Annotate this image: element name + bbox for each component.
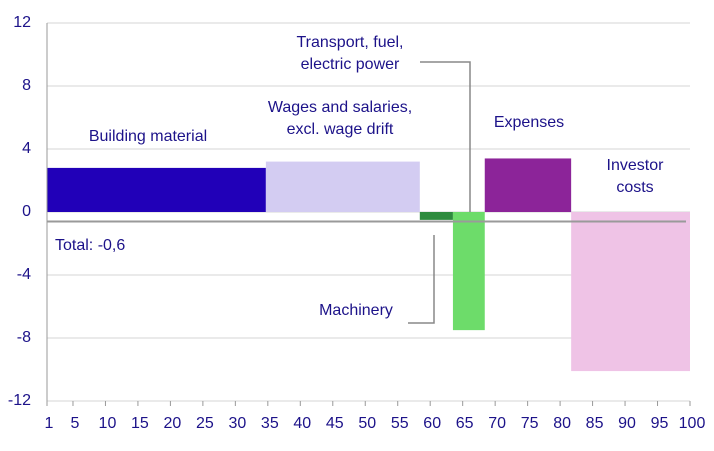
y-tick-label: -4 — [17, 266, 31, 283]
bar — [47, 167, 266, 212]
x-tick-label: 55 — [391, 415, 409, 432]
y-tick-label: 8 — [22, 77, 31, 94]
x-tick-label: 65 — [456, 415, 474, 432]
category-label: costs — [616, 179, 653, 196]
category-label: electric power — [301, 56, 400, 73]
x-tick-label: 95 — [651, 415, 669, 432]
x-tick-label: 100 — [679, 415, 706, 432]
bar — [571, 212, 690, 372]
x-tick-label: 60 — [423, 415, 441, 432]
x-tick-label: 90 — [618, 415, 636, 432]
bar — [265, 161, 420, 212]
bar — [419, 212, 453, 220]
x-tick-label: 75 — [521, 415, 539, 432]
x-tick-label: 50 — [358, 415, 376, 432]
x-tick-label: 85 — [586, 415, 604, 432]
x-tick-label: 25 — [196, 415, 214, 432]
y-tick-label: 4 — [22, 140, 31, 157]
y-tick-label: -12 — [8, 392, 31, 409]
category-label: Building material — [89, 128, 207, 145]
x-tick-label: 5 — [71, 415, 80, 432]
category-label: Transport, fuel, — [296, 34, 403, 51]
x-tick-label: 20 — [164, 415, 182, 432]
y-tick-label: -8 — [17, 329, 31, 346]
x-tick-label: 15 — [131, 415, 149, 432]
category-label: excl. wage drift — [287, 121, 394, 138]
category-label: Machinery — [319, 302, 393, 319]
total-label: Total: -0,6 — [55, 237, 125, 254]
bar — [452, 212, 485, 331]
category-label: Investor — [607, 157, 665, 174]
y-tick-label: 0 — [22, 203, 31, 220]
category-label: Expenses — [494, 114, 564, 131]
x-tick-label: 1 — [45, 415, 54, 432]
x-tick-label: 80 — [553, 415, 571, 432]
x-tick-label: 45 — [326, 415, 344, 432]
category-label: Wages and salaries, — [268, 99, 412, 116]
y-tick-label: 12 — [13, 14, 31, 31]
x-tick-label: 30 — [228, 415, 246, 432]
x-tick-label: 40 — [293, 415, 311, 432]
x-tick-label: 70 — [488, 415, 506, 432]
x-tick-label: 10 — [99, 415, 117, 432]
x-tick-label: 35 — [261, 415, 279, 432]
callout-line — [420, 61, 471, 212]
callout-line — [408, 235, 435, 324]
bar — [484, 158, 572, 212]
